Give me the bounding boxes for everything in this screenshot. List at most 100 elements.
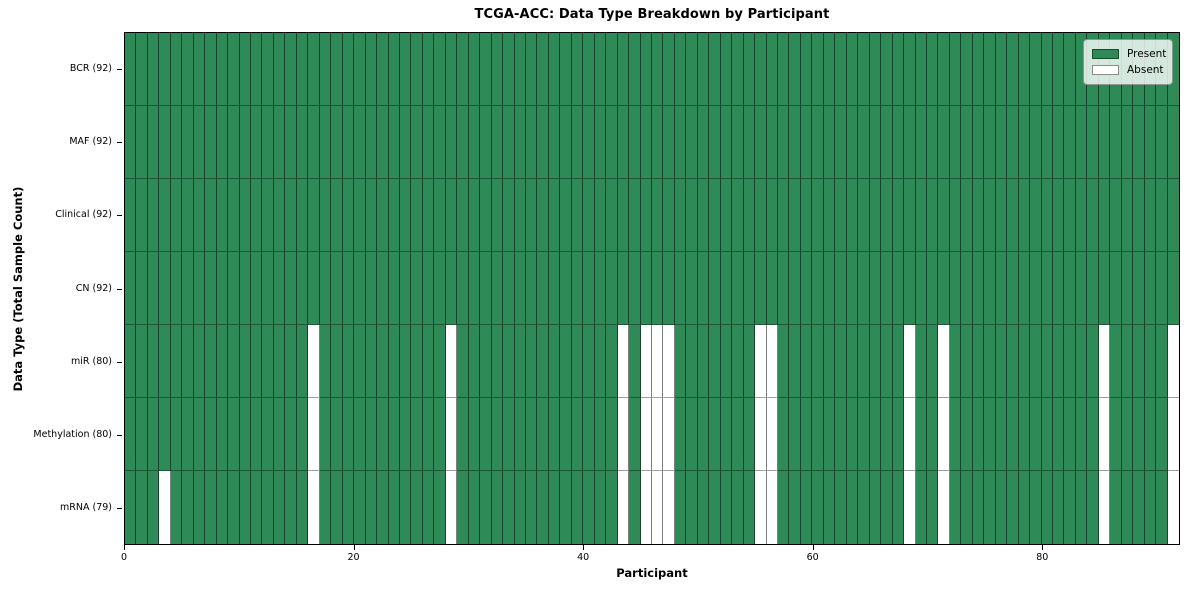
- heatmap-cell-cn-p47: [663, 252, 675, 325]
- heatmap-cell-mir-p7: [205, 325, 217, 398]
- heatmap-cell-bcr-p22: [377, 33, 389, 106]
- heatmap-cell-maf-p57: [778, 106, 790, 179]
- heatmap-cell-mrna-p54: [743, 471, 756, 544]
- heatmap-cell-clinical-p4: [170, 179, 183, 252]
- heatmap-cell-maf-p79: [1030, 106, 1042, 179]
- heatmap-cell-mir-p61: [823, 325, 836, 398]
- heatmap-cell-methylation-p76: [995, 398, 1008, 471]
- heatmap-cell-maf-p46: [652, 106, 664, 179]
- heatmap-cell-methylation-p81: [1052, 398, 1065, 471]
- heatmap-cell-bcr-p4: [170, 33, 183, 106]
- heatmap-cell-methylation-p51: [709, 398, 721, 471]
- heatmap-cell-methylation-p84: [1087, 398, 1099, 471]
- heatmap-cell-maf-p3: [159, 106, 171, 179]
- heatmap-cell-methylation-p59: [800, 398, 813, 471]
- heatmap-cell-mir-p11: [251, 325, 263, 398]
- heatmap-cell-cn-p31: [480, 252, 492, 325]
- heatmap-cell-maf-p5: [182, 106, 194, 179]
- heatmap-cell-methylation-p83: [1075, 398, 1088, 471]
- heatmap-cell-mir-p31: [480, 325, 492, 398]
- heatmap-cell-methylation-p40: [583, 398, 595, 471]
- heatmap-cell-methylation-p7: [205, 398, 217, 471]
- ytick-mark: [117, 215, 122, 217]
- heatmap-cell-methylation-p34: [514, 398, 526, 471]
- heatmap-cell-clinical-p12: [262, 179, 274, 252]
- chart-title: TCGA-ACC: Data Type Breakdown by Partici…: [474, 7, 830, 22]
- heatmap-cell-maf-p43: [617, 106, 630, 179]
- heatmap-cell-bcr-p3: [159, 33, 171, 106]
- heatmap-cell-mir-p20: [354, 325, 366, 398]
- heatmap-cell-bcr-p71: [938, 33, 950, 106]
- heatmap-cell-clinical-p7: [205, 179, 217, 252]
- heatmap-cell-bcr-p40: [583, 33, 595, 106]
- heatmap-cell-methylation-p73: [961, 398, 973, 471]
- heatmap-cell-clinical-p5: [182, 179, 194, 252]
- heatmap-cell-clinical-p61: [823, 179, 836, 252]
- heatmap-cell-mir-p59: [800, 325, 813, 398]
- heatmap-cell-bcr-p67: [892, 33, 905, 106]
- heatmap-cell-bcr-p41: [594, 33, 607, 106]
- heatmap-cell-clinical-p10: [239, 179, 252, 252]
- heatmap-cell-mrna-p55: [755, 471, 767, 544]
- heatmap-cell-bcr-p36: [537, 33, 549, 106]
- heatmap-cell-maf-p28: [445, 106, 458, 179]
- heatmap-cell-mir-p66: [881, 325, 893, 398]
- heatmap-cell-clinical-p46: [652, 179, 664, 252]
- heatmap-cell-mir-p88: [1133, 325, 1145, 398]
- heatmap-cell-methylation-p19: [342, 398, 355, 471]
- heatmap-cell-mir-p27: [434, 325, 446, 398]
- heatmap-cell-cn-p39: [571, 252, 584, 325]
- heatmap-cell-cn-p75: [984, 252, 996, 325]
- heatmap-cell-mir-p33: [503, 325, 515, 398]
- heatmap-cell-bcr-p60: [812, 33, 824, 106]
- ytick-mark: [117, 288, 122, 290]
- heatmap-cell-mir-p76: [995, 325, 1008, 398]
- heatmap-cell-clinical-p23: [388, 179, 400, 252]
- heatmap-cell-cn-p90: [1156, 252, 1168, 325]
- heatmap-cell-methylation-p0: [125, 398, 137, 471]
- heatmap-cell-maf-p86: [1110, 106, 1122, 179]
- heatmap-cell-mrna-p17: [319, 471, 332, 544]
- heatmap-cell-clinical-p19: [342, 179, 355, 252]
- heatmap-cell-clinical-p79: [1030, 179, 1042, 252]
- heatmap-cell-methylation-p3: [159, 398, 171, 471]
- heatmap-cell-mir-p79: [1030, 325, 1042, 398]
- heatmap-cell-clinical-p57: [778, 179, 790, 252]
- heatmap-cell-cn-p74: [972, 252, 985, 325]
- heatmap-cell-methylation-p33: [503, 398, 515, 471]
- heatmap-cell-mrna-p83: [1075, 471, 1088, 544]
- heatmap-cell-bcr-p32: [491, 33, 504, 106]
- heatmap-cell-mrna-p68: [904, 471, 916, 544]
- heatmap-cell-mir-p41: [594, 325, 607, 398]
- heatmap-cell-methylation-p5: [182, 398, 194, 471]
- heatmap-cell-cn-p27: [434, 252, 446, 325]
- heatmap-cell-mir-p72: [949, 325, 962, 398]
- heatmap-cell-mrna-p84: [1087, 471, 1099, 544]
- heatmap-cell-bcr-p52: [720, 33, 733, 106]
- heatmap-cell-maf-p78: [1018, 106, 1031, 179]
- heatmap-cell-bcr-p29: [457, 33, 469, 106]
- heatmap-cell-maf-p50: [697, 106, 710, 179]
- heatmap-cell-clinical-p33: [503, 179, 515, 252]
- heatmap-cell-methylation-p63: [846, 398, 859, 471]
- heatmap-cell-clinical-p27: [434, 179, 446, 252]
- heatmap-cell-mir-p8: [216, 325, 229, 398]
- heatmap-cell-bcr-p49: [686, 33, 698, 106]
- heatmap-cell-maf-p20: [354, 106, 366, 179]
- heatmap-cell-mir-p16: [308, 325, 320, 398]
- heatmap-cell-methylation-p23: [388, 398, 400, 471]
- heatmap-cell-maf-p17: [319, 106, 332, 179]
- ytick-mark: [117, 435, 122, 437]
- heatmap-cell-mrna-p27: [434, 471, 446, 544]
- heatmap-cell-cn-p67: [892, 252, 905, 325]
- heatmap-cell-bcr-p7: [205, 33, 217, 106]
- heatmap-cell-mrna-p26: [422, 471, 435, 544]
- heatmap-cell-maf-p59: [800, 106, 813, 179]
- heatmap-cell-cn-p54: [743, 252, 756, 325]
- heatmap-cell-cn-p49: [686, 252, 698, 325]
- heatmap-cell-maf-p0: [125, 106, 137, 179]
- heatmap-cell-clinical-p30: [468, 179, 481, 252]
- heatmap-cell-mir-p81: [1052, 325, 1065, 398]
- heatmap-cell-clinical-p34: [514, 179, 526, 252]
- heatmap-cell-clinical-p49: [686, 179, 698, 252]
